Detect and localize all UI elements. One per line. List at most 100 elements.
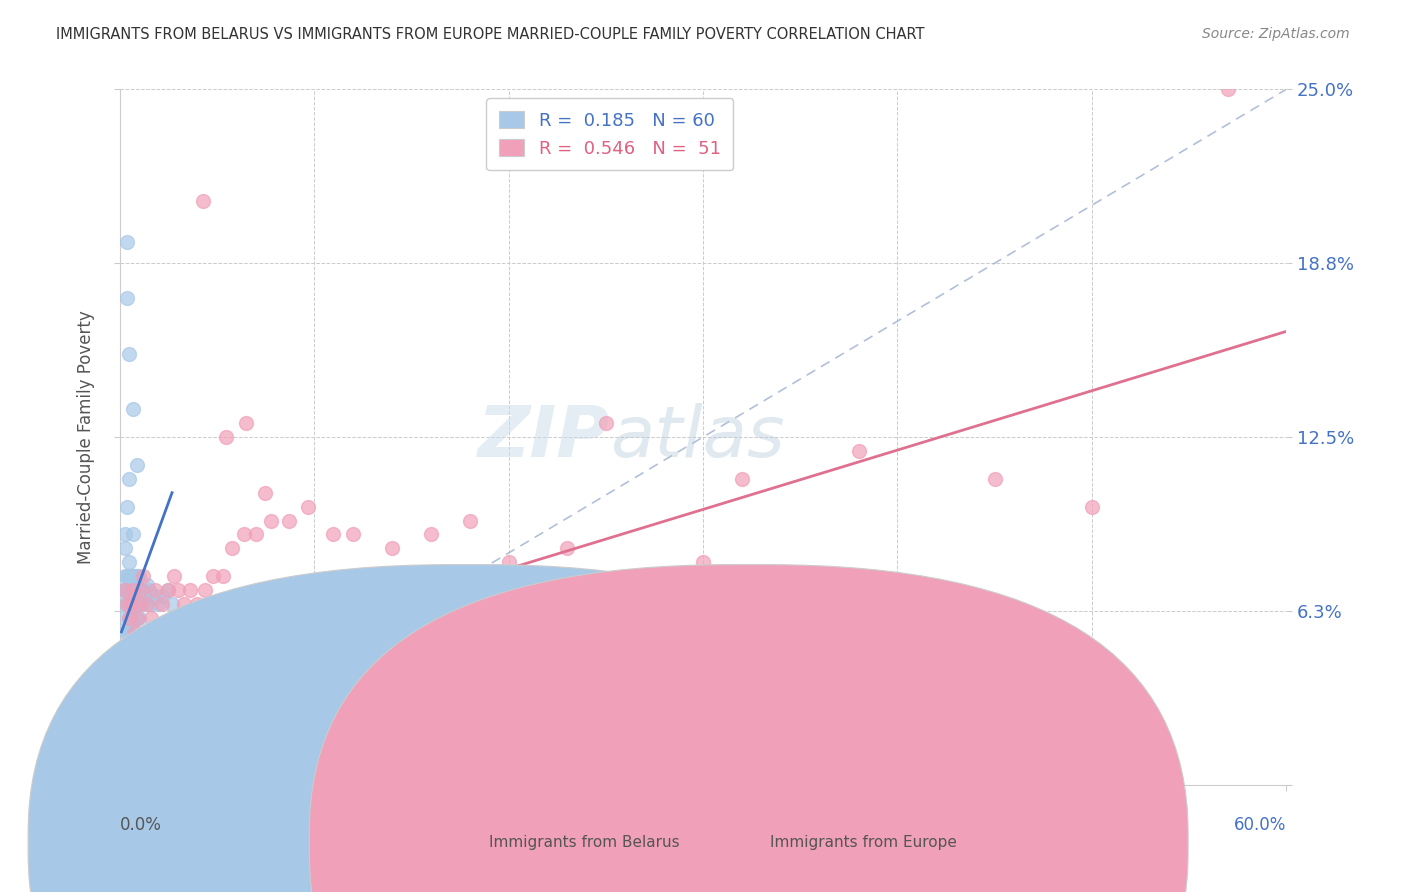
Point bbox=[122, 569, 145, 583]
Point bbox=[157, 583, 180, 598]
Point bbox=[235, 416, 257, 430]
Point bbox=[124, 597, 146, 611]
Point bbox=[984, 472, 1007, 486]
Point bbox=[118, 639, 141, 653]
Point bbox=[692, 555, 714, 569]
Point bbox=[498, 555, 520, 569]
Point bbox=[117, 597, 139, 611]
Point bbox=[117, 500, 139, 514]
Point bbox=[120, 569, 142, 583]
Point bbox=[122, 639, 145, 653]
Point bbox=[114, 583, 136, 598]
Point bbox=[419, 527, 441, 541]
Point bbox=[122, 583, 145, 598]
Point bbox=[128, 597, 150, 611]
Point bbox=[118, 611, 141, 625]
Point bbox=[201, 569, 224, 583]
Point bbox=[114, 624, 136, 639]
Point bbox=[118, 569, 141, 583]
Point bbox=[117, 291, 139, 305]
Point bbox=[124, 569, 146, 583]
Point bbox=[125, 611, 148, 625]
Point bbox=[122, 611, 145, 625]
Point bbox=[614, 583, 637, 598]
Point bbox=[186, 597, 208, 611]
Text: IMMIGRANTS FROM BELARUS VS IMMIGRANTS FROM EUROPE MARRIED-COUPLE FAMILY POVERTY : IMMIGRANTS FROM BELARUS VS IMMIGRANTS FR… bbox=[56, 27, 925, 42]
Point bbox=[112, 611, 135, 625]
Point bbox=[128, 597, 150, 611]
Point bbox=[114, 583, 136, 598]
Point bbox=[458, 514, 481, 528]
Point bbox=[297, 500, 319, 514]
Point bbox=[322, 527, 344, 541]
Point bbox=[150, 597, 173, 611]
Point bbox=[342, 527, 364, 541]
Point bbox=[143, 750, 166, 764]
Point bbox=[135, 597, 157, 611]
Point bbox=[128, 569, 150, 583]
Point bbox=[132, 569, 155, 583]
Point bbox=[221, 541, 243, 556]
Point bbox=[120, 653, 142, 667]
Point bbox=[122, 527, 145, 541]
Point bbox=[143, 583, 166, 598]
Point bbox=[139, 597, 162, 611]
Point bbox=[848, 444, 870, 458]
Point bbox=[132, 583, 155, 598]
Point bbox=[128, 611, 150, 625]
Point bbox=[1081, 500, 1104, 514]
Point bbox=[157, 583, 180, 598]
Point bbox=[132, 597, 155, 611]
Point bbox=[112, 583, 135, 598]
Text: Immigrants from Europe: Immigrants from Europe bbox=[770, 836, 957, 850]
Point bbox=[260, 514, 283, 528]
Point bbox=[122, 583, 145, 598]
Point bbox=[233, 527, 256, 541]
Point bbox=[138, 583, 160, 598]
Text: Source: ZipAtlas.com: Source: ZipAtlas.com bbox=[1202, 27, 1350, 41]
Point bbox=[179, 583, 201, 598]
Point bbox=[731, 472, 754, 486]
Point bbox=[118, 583, 141, 598]
Text: 0.0%: 0.0% bbox=[120, 816, 162, 834]
Point bbox=[478, 624, 501, 639]
Point bbox=[1216, 82, 1240, 96]
Point bbox=[245, 527, 267, 541]
Point bbox=[194, 583, 217, 598]
Point bbox=[110, 694, 132, 708]
Point bbox=[112, 708, 135, 723]
Point bbox=[117, 235, 139, 250]
Point bbox=[595, 416, 617, 430]
Point bbox=[555, 541, 578, 556]
Point bbox=[163, 569, 186, 583]
Point bbox=[124, 624, 146, 639]
Point bbox=[160, 597, 183, 611]
Point bbox=[118, 666, 141, 681]
Point bbox=[114, 639, 136, 653]
Point bbox=[139, 611, 162, 625]
Point bbox=[118, 611, 141, 625]
Point bbox=[129, 597, 152, 611]
Point bbox=[112, 681, 135, 695]
Point bbox=[134, 589, 156, 603]
Point bbox=[114, 527, 136, 541]
Point bbox=[117, 624, 139, 639]
Point bbox=[117, 653, 139, 667]
Text: ZIP: ZIP bbox=[478, 402, 610, 472]
Point bbox=[155, 639, 177, 653]
Point bbox=[173, 597, 195, 611]
Point bbox=[789, 597, 811, 611]
Legend: R =  0.185   N = 60, R =  0.546   N =  51: R = 0.185 N = 60, R = 0.546 N = 51 bbox=[486, 98, 733, 170]
Point bbox=[254, 485, 277, 500]
Point bbox=[117, 597, 139, 611]
Point bbox=[124, 624, 146, 639]
Point bbox=[114, 666, 136, 681]
Point bbox=[143, 589, 166, 603]
Point bbox=[114, 569, 136, 583]
Point bbox=[129, 583, 152, 598]
Point bbox=[135, 577, 157, 591]
Point bbox=[117, 569, 139, 583]
Point bbox=[118, 346, 141, 360]
Text: Immigrants from Belarus: Immigrants from Belarus bbox=[489, 836, 681, 850]
Point bbox=[122, 402, 145, 417]
